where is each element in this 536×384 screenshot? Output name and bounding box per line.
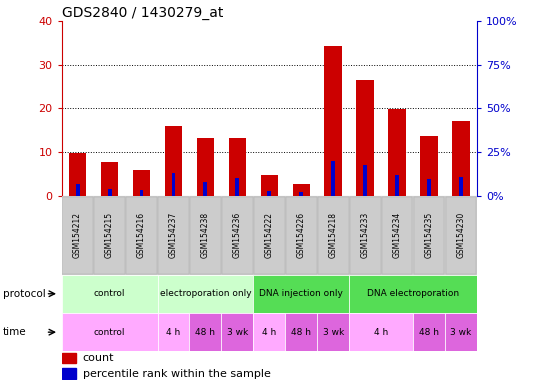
Bar (221, 313, 254, 351)
Bar (300, 192, 303, 196)
Text: GSM154230: GSM154230 (457, 212, 466, 258)
Text: control: control (94, 289, 125, 298)
Bar (260, 175, 278, 196)
Text: DNA electroporation: DNA electroporation (367, 289, 459, 298)
Bar (69, 153, 86, 196)
Text: 3 wk: 3 wk (450, 328, 472, 337)
Bar (62, 368, 76, 379)
Text: 48 h: 48 h (291, 328, 311, 337)
Text: GSM154215: GSM154215 (105, 212, 114, 258)
Text: 4 h: 4 h (262, 328, 277, 337)
Text: GDS2840 / 1430279_at: GDS2840 / 1430279_at (62, 6, 223, 20)
Bar (126, 197, 157, 274)
Bar (190, 197, 221, 274)
Bar (254, 275, 349, 313)
Text: GSM154238: GSM154238 (201, 212, 210, 258)
Text: percentile rank within the sample: percentile rank within the sample (83, 369, 271, 379)
Bar (197, 138, 214, 196)
Bar (158, 313, 189, 351)
Text: 4 h: 4 h (166, 328, 181, 337)
Bar (94, 197, 125, 274)
Bar (158, 197, 189, 274)
Bar (420, 136, 438, 196)
Bar (62, 275, 158, 313)
Bar (172, 173, 175, 196)
Bar (62, 197, 93, 274)
Bar (267, 192, 271, 196)
Bar (414, 197, 444, 274)
Text: 48 h: 48 h (196, 328, 215, 337)
Bar (331, 161, 335, 196)
Bar (363, 165, 367, 196)
Text: protocol: protocol (3, 289, 46, 299)
Bar (222, 197, 253, 274)
Bar (228, 138, 246, 196)
Bar (165, 126, 182, 196)
Bar (101, 162, 118, 196)
Text: 3 wk: 3 wk (227, 328, 248, 337)
Text: 48 h: 48 h (419, 328, 439, 337)
Bar (108, 189, 111, 196)
Text: electroporation only: electroporation only (160, 289, 251, 298)
Text: GSM154233: GSM154233 (361, 212, 370, 258)
Bar (76, 184, 79, 196)
Bar (389, 109, 406, 196)
Text: GSM154236: GSM154236 (233, 212, 242, 258)
Text: DNA injection only: DNA injection only (259, 289, 343, 298)
Bar (452, 121, 470, 196)
Bar (324, 46, 342, 196)
Text: GSM154237: GSM154237 (169, 212, 178, 258)
Bar (356, 80, 374, 196)
Bar (158, 275, 254, 313)
Text: control: control (94, 328, 125, 337)
Bar (286, 197, 317, 274)
Bar (445, 313, 477, 351)
Bar (254, 197, 285, 274)
Text: 4 h: 4 h (374, 328, 388, 337)
Bar (285, 313, 317, 351)
Text: GSM154226: GSM154226 (297, 212, 306, 258)
Text: GSM154216: GSM154216 (137, 212, 146, 258)
Text: GSM154218: GSM154218 (329, 212, 338, 258)
Bar (349, 313, 413, 351)
Bar (318, 197, 348, 274)
Text: GSM154222: GSM154222 (265, 212, 274, 258)
Bar (293, 184, 310, 196)
Bar (254, 313, 285, 351)
Bar (413, 313, 445, 351)
Bar (62, 353, 76, 363)
Bar (204, 182, 207, 196)
Bar (459, 177, 463, 196)
Text: GSM154234: GSM154234 (393, 212, 401, 258)
Text: GSM154235: GSM154235 (425, 212, 434, 258)
Bar (446, 197, 477, 274)
Bar (349, 275, 477, 313)
Bar (350, 197, 381, 274)
Bar (139, 190, 144, 196)
Bar (395, 175, 399, 196)
Bar (235, 178, 239, 196)
Bar (133, 170, 150, 196)
Bar (427, 179, 431, 196)
Text: GSM154212: GSM154212 (73, 212, 82, 258)
Bar (189, 313, 221, 351)
Text: time: time (3, 327, 26, 337)
Bar (62, 313, 158, 351)
Text: count: count (83, 353, 114, 363)
Bar (317, 313, 349, 351)
Bar (382, 197, 413, 274)
Text: 3 wk: 3 wk (323, 328, 344, 337)
